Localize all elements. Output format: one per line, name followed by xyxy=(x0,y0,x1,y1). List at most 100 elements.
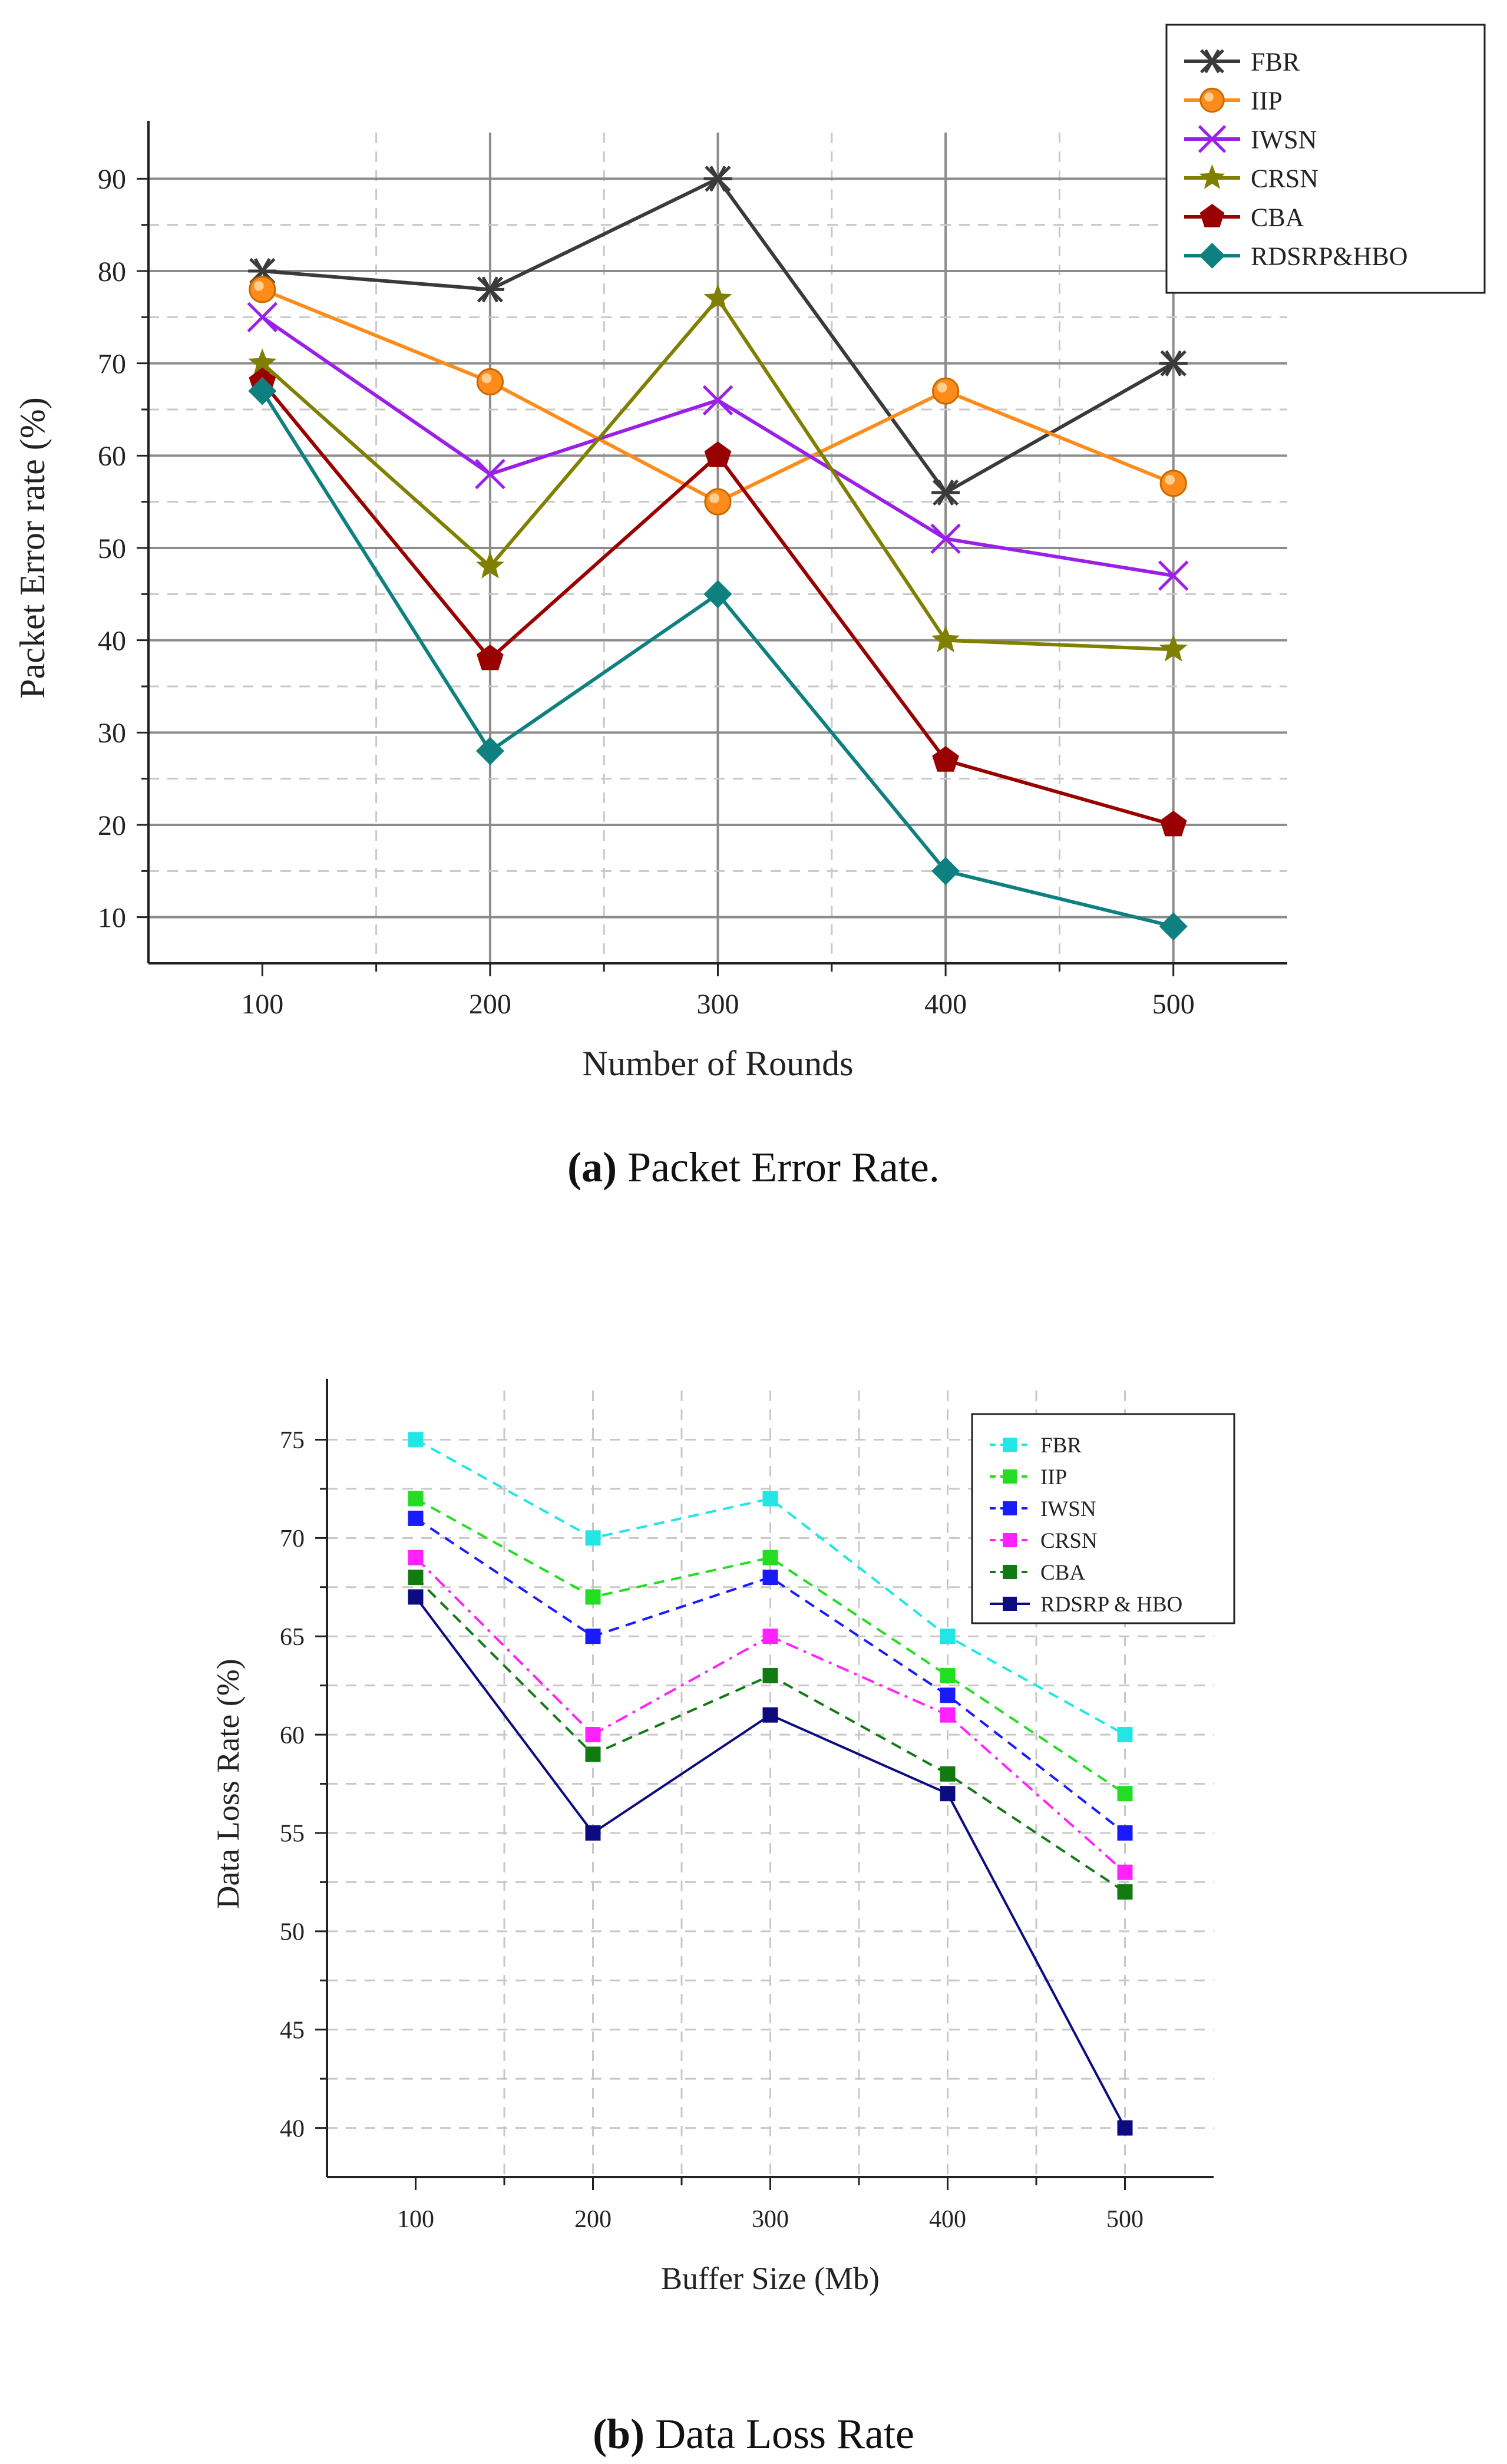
chart-a-data-point xyxy=(477,645,504,671)
chart-b-series-fbr xyxy=(408,1432,1133,1743)
chart-b-data-point xyxy=(762,1707,778,1723)
chart-b-legend-label: FBR xyxy=(1040,1434,1082,1458)
chart-a-series-iwsn xyxy=(247,302,1189,591)
chart-a-data-point xyxy=(247,302,278,333)
chart-b-x-tick-label: 300 xyxy=(752,2206,789,2233)
chart-b-legend-marker xyxy=(1003,1469,1017,1484)
chart-b-data-point xyxy=(940,1667,956,1683)
chart-b-data-point xyxy=(1117,1727,1133,1743)
chart-a-y-tick-label: 80 xyxy=(98,256,126,288)
chart-a-data-point xyxy=(1159,635,1188,662)
chart-b-x-tick-label: 400 xyxy=(929,2206,966,2233)
chart-b-y-tick-label: 50 xyxy=(280,1919,305,1946)
caption-b: (b) Data Loss Rate xyxy=(0,2410,1507,2459)
chart-a-legend-marker xyxy=(1199,49,1225,74)
chart-a-data-point xyxy=(1159,350,1188,376)
chart-a-x-axis-title: Number of Rounds xyxy=(583,1044,854,1083)
chart-b-data-point xyxy=(762,1570,778,1586)
chart-a-y-tick-label: 20 xyxy=(98,810,126,841)
chart-a-data-point xyxy=(475,736,504,765)
chart-b-data-point xyxy=(762,1491,778,1507)
chart-b-series-iip xyxy=(408,1491,1133,1802)
chart-b-data-point xyxy=(585,1825,601,1841)
chart-a-legend-marker xyxy=(1199,243,1225,269)
chart-a-data-point xyxy=(931,479,960,506)
chart-a-legend-marker xyxy=(1198,125,1227,153)
chart-a-data-point xyxy=(1159,912,1188,941)
chart-b-series-rdsrp-hbo xyxy=(408,1589,1133,2136)
chart-b-data-point xyxy=(408,1550,424,1565)
chart-b-legend-marker xyxy=(1003,1501,1017,1515)
chart-b-y-tick-label: 55 xyxy=(280,1821,305,1848)
chart-a-data-point xyxy=(704,488,732,516)
chart-b-legend-marker xyxy=(1003,1533,1017,1547)
caption-b-label: (b) xyxy=(593,2410,645,2458)
chart-a-x-tick-label: 300 xyxy=(697,989,739,1020)
chart-b-data-point xyxy=(408,1432,424,1448)
chart-a-data-point xyxy=(703,580,732,609)
data-loss-rate-chart: 100 200 300 400 500 40 45 50 55 60 65 70 75 Buffer Si… xyxy=(210,1379,1235,2296)
chart-b-data-point xyxy=(940,1786,956,1802)
chart-a-y-tick-label: 30 xyxy=(98,718,126,749)
chart-a-y-tick-label: 90 xyxy=(98,164,126,195)
chart-b-y-tick-label: 70 xyxy=(280,1525,305,1553)
caption-a-text: Packet Error Rate. xyxy=(627,1144,940,1191)
chart-a-series-cba xyxy=(249,368,1187,837)
chart-b-legend-label: CRSN xyxy=(1040,1529,1098,1553)
chart-a-y-tick-label: 70 xyxy=(98,348,126,379)
chart-a-series-crsn xyxy=(248,283,1188,662)
chart-b-legend-label: RDSRP & HBO xyxy=(1040,1593,1182,1617)
chart-a-data-point xyxy=(703,166,732,192)
chart-a-legend: FBR IIP IWSN CRSN CBA RDSRP&HBO xyxy=(1165,24,1486,294)
packet-error-rate-chart: 100 200 300 400 500 10 20 30 40 50 60 70 80 90 Number … xyxy=(13,24,1486,1083)
chart-b-legend-label: IWSN xyxy=(1040,1497,1096,1521)
chart-b-data-point xyxy=(585,1629,601,1644)
chart-b-data-point xyxy=(762,1629,778,1644)
chart-a-data-point xyxy=(475,458,505,490)
chart-a-data-point xyxy=(475,276,504,303)
chart-a-legend-label: CRSN xyxy=(1251,164,1318,193)
chart-a-legend-marker xyxy=(1199,87,1225,113)
chart-b-y-tick-label: 40 xyxy=(280,2115,305,2142)
chart-b-x-tick-label: 200 xyxy=(574,2206,612,2233)
chart-b-series-line xyxy=(415,1438,1126,1736)
chart-b-x-axis-title: Buffer Size (Mb) xyxy=(661,2261,880,2296)
chart-b-legend-label: CBA xyxy=(1040,1561,1085,1585)
chart-b-y-tick-label: 75 xyxy=(280,1427,305,1454)
chart-a-data-point xyxy=(1158,560,1189,591)
chart-b-legend: FBR IIP IWSN CRSN CBA RDSRP & HBO xyxy=(971,1413,1235,1624)
chart-a-x-tick-label: 100 xyxy=(241,989,283,1020)
chart-b-series-iwsn xyxy=(408,1510,1133,1841)
chart-b-data-point xyxy=(1117,1786,1133,1802)
chart-b-y-tick-label: 60 xyxy=(280,1722,305,1749)
chart-b-legend-marker xyxy=(1003,1597,1017,1611)
chart-a-data-point xyxy=(248,348,277,376)
chart-a-legend-label: IIP xyxy=(1251,86,1283,115)
chart-a-data-point xyxy=(930,523,961,554)
chart-a-x-tick-label: 200 xyxy=(469,989,511,1020)
chart-b-data-point xyxy=(408,1510,424,1526)
chart-a-x-tick-label: 400 xyxy=(924,989,967,1020)
chart-b-series-cba xyxy=(408,1570,1133,1900)
chart-b-series-crsn xyxy=(408,1550,1133,1880)
chart-b-data-point xyxy=(1117,1864,1133,1880)
chart-a-data-point xyxy=(703,283,732,311)
caption-a: (a) Packet Error Rate. xyxy=(0,1143,1507,1192)
chart-b-data-point xyxy=(762,1667,778,1683)
chart-b-data-point xyxy=(585,1589,601,1605)
chart-b-y-axis-title: Data Loss Rate (%) xyxy=(210,1659,246,1908)
chart-a-data-point xyxy=(475,551,504,579)
chart-a-data-point xyxy=(1159,470,1187,497)
chart-a-legend-label: CBA xyxy=(1251,203,1304,232)
chart-a-data-point xyxy=(476,368,504,396)
chart-a-legend-marker xyxy=(1199,164,1225,189)
chart-b-data-point xyxy=(408,1491,424,1507)
chart-b-y-tick-label: 65 xyxy=(280,1624,305,1651)
chart-b-data-point xyxy=(940,1707,956,1723)
chart-b-legend-label: IIP xyxy=(1040,1465,1067,1489)
chart-a-legend-label: FBR xyxy=(1251,47,1300,76)
chart-b-data-point xyxy=(585,1530,601,1546)
chart-b-data-point xyxy=(585,1746,601,1762)
chart-b-data-point xyxy=(585,1727,601,1743)
chart-b-data-point xyxy=(408,1570,424,1586)
